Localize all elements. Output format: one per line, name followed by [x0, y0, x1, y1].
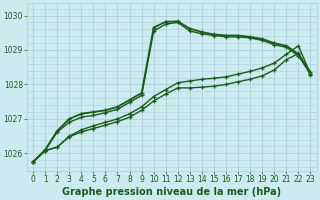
X-axis label: Graphe pression niveau de la mer (hPa): Graphe pression niveau de la mer (hPa): [62, 187, 281, 197]
